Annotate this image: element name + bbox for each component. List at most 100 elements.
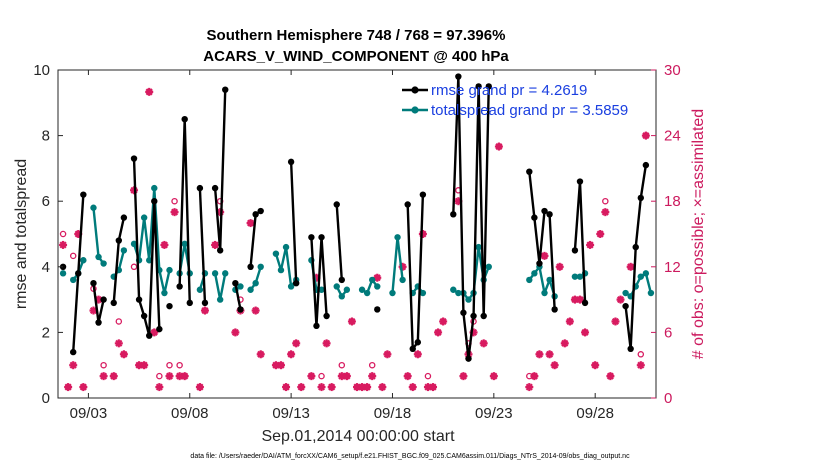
spread-point	[277, 266, 285, 274]
rmse-point	[110, 299, 117, 307]
chart-title: Southern Hemisphere 748 / 768 = 97.396%	[207, 27, 506, 44]
x-tick-label: 09/18	[374, 405, 412, 422]
rmse-point	[151, 198, 158, 205]
rmse-point	[308, 234, 315, 241]
spread-point	[399, 276, 406, 284]
spread-point	[455, 289, 462, 297]
rmse-point	[546, 211, 553, 218]
obs-assimilated-marker	[535, 350, 544, 359]
spread-point	[216, 296, 224, 303]
x-tick-label: 09/03	[70, 405, 108, 422]
obs-assimilated-marker	[292, 339, 301, 348]
obs-assimilated-marker	[307, 372, 316, 381]
rmse-line	[132, 158, 161, 337]
y2-tick-label: 30	[664, 62, 681, 79]
obs-assimilated-marker	[69, 361, 78, 370]
rmse-point	[211, 184, 219, 192]
obs-assimilated-marker	[413, 350, 422, 359]
rmse-point	[140, 312, 148, 320]
y-tick-label: 10	[33, 62, 50, 79]
obs-assimilated-marker	[327, 383, 336, 392]
rmse-point	[237, 306, 244, 313]
obs-assimilated-marker	[550, 361, 559, 370]
obs-assimilated-marker	[347, 317, 356, 326]
spread-point	[465, 296, 472, 303]
spread-point	[252, 280, 259, 287]
spread-point	[257, 263, 264, 270]
spread-point	[196, 286, 204, 293]
rmse-point	[120, 214, 128, 221]
obs-assimilated-marker	[641, 131, 650, 140]
rmse-point	[627, 345, 634, 352]
obs-assimilated-marker	[114, 339, 123, 348]
rmse-point	[115, 237, 123, 244]
obs-assimilated-marker	[282, 383, 291, 392]
obs-assimilated-marker	[246, 219, 255, 228]
rmse-point	[95, 319, 102, 326]
obs-assimilated-marker	[575, 295, 584, 304]
obs-assimilated-marker	[403, 372, 412, 381]
spread-point	[90, 204, 97, 211]
obs-possible-marker	[156, 372, 163, 380]
spread-point	[531, 270, 538, 277]
rmse-point	[470, 312, 477, 320]
obs-assimilated-marker	[368, 372, 377, 381]
rmse-point	[622, 302, 629, 310]
obs-assimilated-marker	[565, 317, 574, 326]
obs-assimilated-marker	[342, 372, 351, 381]
obs-assimilated-marker	[79, 383, 88, 392]
obs-possible-marker	[115, 318, 123, 325]
obs-assimilated-marker	[180, 372, 189, 381]
spread-point	[546, 276, 553, 284]
spread-point	[333, 283, 340, 290]
obs-possible-marker	[59, 230, 67, 238]
obs-assimilated-marker	[211, 240, 220, 249]
obs-assimilated-marker	[545, 350, 554, 359]
x-axis-label: Sep.01,2014 00:00:00 start	[261, 428, 455, 445]
legend-spread-label: totalspread grand pr = 3.5859	[431, 102, 628, 119]
obs-assimilated-marker	[560, 339, 569, 348]
y2-axis-label: # of obs: o=possible; ×=assimilated	[690, 109, 707, 359]
rmse-point	[333, 201, 340, 208]
rmse-point	[632, 243, 639, 251]
rmse-point	[176, 283, 183, 290]
rmse-point	[257, 207, 264, 215]
rmse-line	[528, 171, 556, 310]
obs-assimilated-marker	[373, 273, 382, 282]
obs-possible-marker	[69, 252, 77, 260]
obs-assimilated-marker	[317, 383, 326, 392]
x-tick-label: 09/08	[171, 405, 209, 422]
y-tick-label: 4	[42, 259, 50, 276]
obs-assimilated-marker	[109, 372, 118, 381]
obs-assimilated-marker	[581, 328, 590, 337]
obs-assimilated-marker	[586, 240, 595, 249]
obs-assimilated-marker	[155, 383, 164, 392]
rmse-point	[130, 155, 138, 162]
obs-assimilated-marker	[494, 142, 503, 151]
x-tick-label: 09/13	[272, 405, 310, 422]
spread-point	[394, 234, 401, 241]
spread-point	[637, 273, 644, 280]
obs-assimilated-marker	[459, 372, 468, 381]
rmse-point	[292, 280, 300, 287]
y2-tick-label: 18	[664, 193, 681, 210]
spread-point	[576, 273, 584, 280]
rmse-point	[576, 178, 584, 185]
spread-point	[647, 289, 655, 297]
obs-assimilated-marker	[540, 251, 549, 260]
obs-assimilated-marker	[160, 240, 169, 249]
rmse-point	[70, 348, 77, 356]
rmse-point	[196, 184, 204, 192]
obs-assimilated-marker	[64, 383, 73, 392]
y2-tick-label: 24	[664, 128, 681, 145]
spread-point	[282, 243, 290, 251]
rmse-point	[531, 214, 538, 221]
spread-point	[363, 289, 371, 297]
spread-point	[358, 286, 366, 293]
obs-assimilated-marker	[195, 383, 204, 392]
rmse-point	[455, 73, 462, 80]
rmse-point	[135, 296, 143, 303]
rmse-point	[637, 194, 644, 202]
